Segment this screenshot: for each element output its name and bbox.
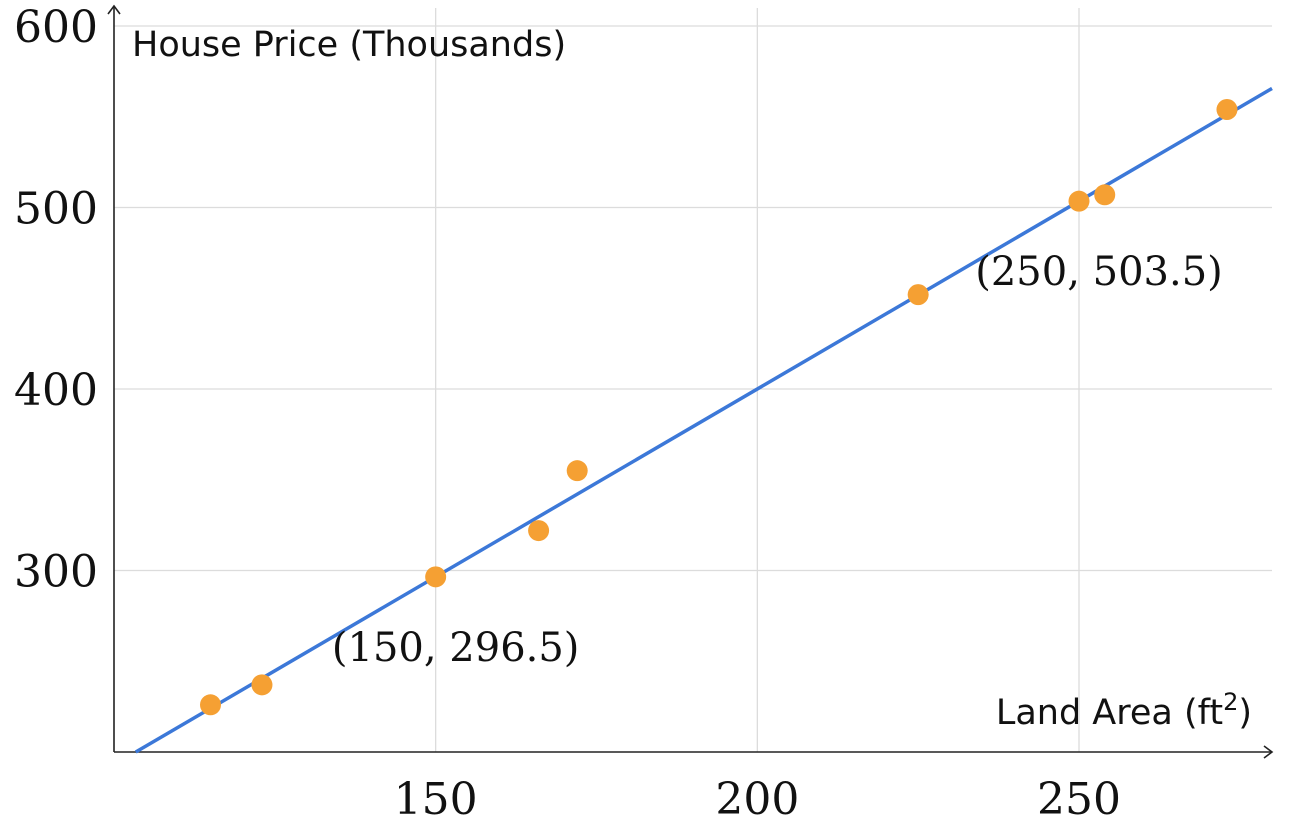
y-tick-label-400: 400 (14, 365, 98, 416)
y-tick-label-300: 300 (14, 547, 98, 598)
annotation-1: (250, 503.5) (975, 249, 1223, 295)
data-point-4 (566, 460, 588, 482)
y-axis-arrow (107, 4, 121, 15)
x-axis-label-superscript: 2 (1223, 688, 1238, 716)
data-point-8 (1216, 98, 1238, 120)
x-axis-label-main: Land Area (ft (996, 693, 1223, 733)
axes (107, 4, 1274, 759)
grid-lines (114, 8, 1272, 752)
annotation-0: (150, 296.5) (332, 625, 580, 671)
data-point-7 (1094, 184, 1116, 206)
data-points (200, 98, 1238, 716)
data-point-0 (200, 694, 221, 716)
y-tick-label-600: 600 (14, 2, 98, 53)
data-point-2 (425, 566, 447, 588)
data-point-6 (1068, 190, 1090, 212)
y-axis-label: House Price (Thousands) (132, 25, 566, 65)
y-tick-label-500: 500 (14, 184, 98, 235)
x-axis-arrow (1263, 745, 1274, 759)
point-annotations: (150, 296.5) (250, 503.5) (332, 249, 1223, 671)
data-point-1 (251, 674, 273, 696)
x-axis-label-close: ) (1238, 693, 1252, 733)
tick-labels: 150 200 250 300 400 500 600 (14, 2, 1121, 816)
data-point-5 (907, 284, 929, 306)
x-tick-label-150: 150 (394, 774, 478, 816)
x-axis-label: Land Area (ft2) (996, 688, 1252, 733)
data-point-3 (528, 520, 550, 542)
x-tick-label-200: 200 (715, 774, 799, 816)
x-tick-label-250: 250 (1037, 774, 1121, 816)
